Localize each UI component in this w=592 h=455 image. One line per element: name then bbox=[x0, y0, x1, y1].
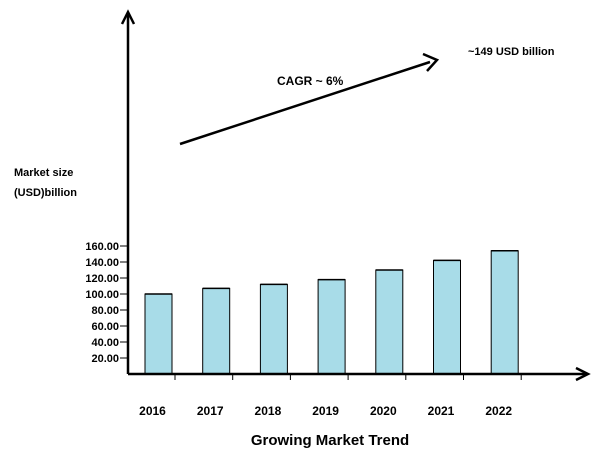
y-tick-label-120: 120.00 bbox=[85, 273, 119, 285]
x-tick-label-2016: 2016 bbox=[139, 404, 166, 418]
bar-2020 bbox=[375, 269, 404, 375]
bar-2022 bbox=[490, 250, 519, 375]
bar-2021 bbox=[433, 259, 461, 375]
bar-2016 bbox=[144, 293, 173, 375]
bar-2017 bbox=[202, 287, 231, 375]
x-tick-label-2022: 2022 bbox=[485, 404, 512, 418]
x-axis-title: Growing Market Trend bbox=[251, 432, 409, 449]
y-tick-label-20: 20.00 bbox=[91, 353, 119, 365]
bar-2018 bbox=[259, 283, 288, 375]
annotations-layer: CAGR ~ 6% ~149 USD billion bbox=[179, 46, 555, 146]
cagr-annotation: CAGR ~ 6% bbox=[277, 74, 344, 88]
y-axis-label-line-2: (USD)billion bbox=[14, 187, 77, 199]
y-tick-label-100: 100.00 bbox=[85, 289, 119, 301]
x-tick-label-2018: 2018 bbox=[255, 404, 282, 418]
labels-layer: 2016 2017 2018 2019 2020 2021 2022 20.00 40.00 60… bbox=[14, 167, 512, 449]
trend-arrow-head bbox=[422, 52, 440, 72]
x-axis-arrow bbox=[575, 366, 591, 382]
x-tick-label-2021: 2021 bbox=[428, 404, 455, 418]
bars-layer bbox=[144, 250, 519, 375]
bar-2019 bbox=[317, 279, 346, 375]
y-tick-label-80: 80.00 bbox=[91, 305, 119, 317]
axes-layer bbox=[120, 9, 591, 382]
y-tick-label-60: 60.00 bbox=[91, 321, 119, 333]
y-tick-label-140: 140.00 bbox=[85, 257, 119, 269]
x-tick-label-2020: 2020 bbox=[370, 404, 397, 418]
y-axis-arrow bbox=[120, 9, 136, 25]
x-tick-label-2017: 2017 bbox=[197, 404, 224, 418]
final-value-annotation: ~149 USD billion bbox=[468, 46, 555, 58]
x-tick-label-2019: 2019 bbox=[312, 404, 339, 418]
y-axis-label-line-1: Market size bbox=[14, 167, 73, 179]
y-tick-label-160: 160.00 bbox=[85, 241, 119, 253]
y-tick-label-40: 40.00 bbox=[91, 337, 119, 349]
trend-arrow-line bbox=[179, 60, 431, 146]
